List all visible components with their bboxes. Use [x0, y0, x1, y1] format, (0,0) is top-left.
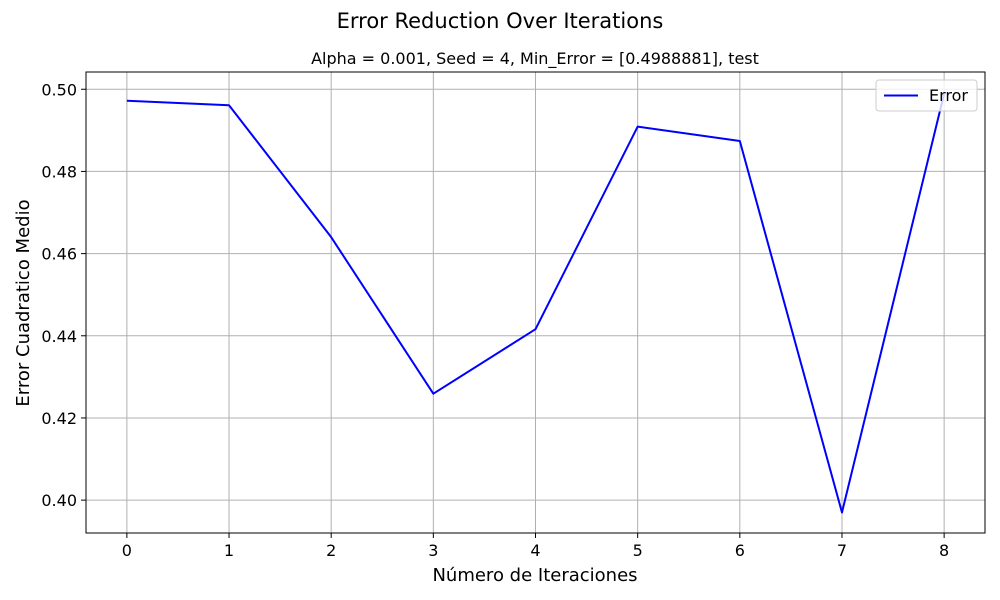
axis-ticks: 0 1 2 3 4 5 6 7 8 0.40 0.42 0.44 0.46 0.48 0.50	[41, 80, 949, 560]
x-tick-label: 4	[530, 541, 540, 560]
x-tick-label: 3	[428, 541, 438, 560]
y-tick-label: 0.44	[41, 327, 77, 346]
y-tick-label: 0.42	[41, 409, 77, 428]
x-tick-label: 0	[122, 541, 132, 560]
series-layer	[126, 93, 946, 514]
y-tick-label: 0.50	[41, 80, 77, 99]
x-tick-label: 5	[633, 541, 643, 560]
y-tick-label: 0.40	[41, 491, 77, 510]
x-tick-label: 7	[837, 541, 847, 560]
x-tick-label: 1	[224, 541, 234, 560]
series-line-error	[126, 93, 946, 514]
chart-title: Error Reduction Over Iterations	[337, 9, 664, 33]
x-tick-label: 6	[735, 541, 745, 560]
legend-label-error: Error	[929, 86, 968, 105]
x-tick-label: 2	[326, 541, 336, 560]
chart-subtitle: Alpha = 0.001, Seed = 4, Min_Error = [0.…	[311, 49, 759, 69]
x-axis-label: Número de Iteraciones	[432, 565, 637, 586]
y-tick-label: 0.48	[41, 162, 77, 181]
grid-lines	[86, 72, 985, 533]
legend: Error	[875, 79, 978, 112]
x-tick-label: 8	[939, 541, 949, 560]
legend-box	[875, 79, 978, 112]
y-tick-label: 0.46	[41, 245, 77, 264]
plot-area-frame	[85, 71, 986, 534]
y-axis-label: Error Cuadratico Medio	[13, 199, 34, 406]
